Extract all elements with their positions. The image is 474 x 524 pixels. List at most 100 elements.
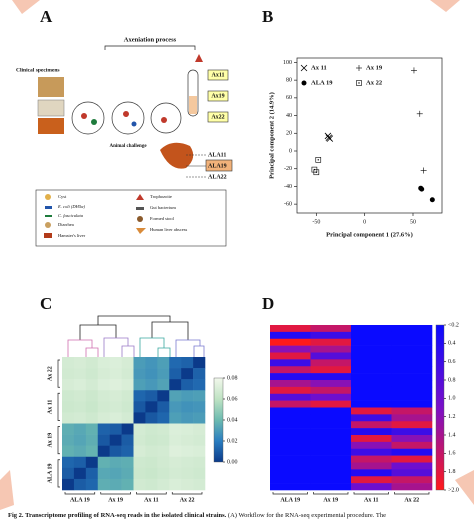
heatmap-cell	[73, 412, 87, 424]
box	[205, 159, 233, 172]
marker	[300, 64, 308, 72]
heatmap-cell	[391, 400, 433, 408]
heatmap-cell	[270, 448, 311, 456]
heatmap-cell	[121, 467, 134, 480]
legend-icon	[136, 207, 144, 210]
heatmap-cell	[97, 456, 110, 469]
group-bracket	[136, 492, 167, 495]
heatmap-cell	[270, 386, 311, 395]
dendrogram-branch	[175, 339, 205, 357]
heatmap-cell	[133, 445, 146, 458]
colorbar-label: 1.0	[448, 396, 456, 402]
heatmap-cell	[391, 455, 433, 463]
heatmap-cell	[109, 412, 122, 424]
x-tick-label: -50	[312, 219, 320, 225]
heatmap-cell	[157, 445, 170, 458]
heatmap-cell	[270, 393, 311, 401]
heatmap-cell	[193, 467, 206, 480]
heatmap-cell	[169, 379, 182, 391]
heatmap-cell	[157, 412, 170, 424]
heatmap-cell	[62, 368, 75, 380]
heatmap-cell	[109, 467, 122, 480]
challenge-label: Animal challenge	[109, 144, 147, 149]
heatmap-cell	[73, 401, 87, 413]
cell	[131, 121, 137, 127]
heatmap-cell	[270, 338, 311, 346]
heatmap-cell	[270, 428, 311, 436]
tube-content	[189, 96, 197, 114]
heatmap-cell	[351, 469, 392, 477]
heatmap-cell	[157, 478, 170, 491]
heatmap-cell	[310, 380, 352, 388]
group-bracket	[57, 426, 60, 455]
workflow: Axeniation process Clinical specimens Ax…	[16, 36, 233, 247]
heatmap-cell	[97, 467, 110, 480]
legend-icon	[45, 215, 52, 217]
colorbar-label: 0.04	[227, 417, 238, 423]
legend-label: ALA 19	[311, 79, 333, 86]
marker-dot	[317, 159, 319, 161]
heatmap-cell	[109, 379, 122, 391]
cell	[91, 119, 97, 125]
heatmap-cell	[310, 359, 352, 367]
bracket	[104, 45, 196, 50]
dendrogram	[67, 315, 205, 357]
heatmap-cell	[310, 325, 352, 333]
heatmap-cell	[193, 357, 206, 369]
heatmap-cell	[85, 423, 99, 435]
heatmap-cell	[121, 379, 134, 391]
box	[207, 69, 229, 81]
heatmap-cell	[157, 401, 170, 413]
heatmap-cell	[351, 345, 392, 353]
legend-label: Ax 11	[311, 64, 327, 71]
heatmap-cell	[133, 423, 146, 435]
heatmap-cell	[391, 359, 433, 367]
heatmap-cell	[351, 380, 392, 388]
heatmap-cell	[351, 400, 392, 408]
heatmap-cell	[270, 352, 311, 360]
heatmap-cell	[193, 412, 206, 424]
specimens-label: Clinical specimens	[16, 67, 60, 73]
heatmap-cell	[145, 401, 158, 413]
marker	[324, 132, 332, 140]
heatmap-cell	[193, 445, 206, 458]
heatmap-cell	[310, 441, 352, 450]
heatmap-cell	[391, 386, 433, 395]
plot-frame	[296, 57, 443, 214]
heatmap-cell	[133, 478, 146, 491]
heatmap-cell	[121, 478, 134, 491]
heatmap-cell	[351, 331, 392, 340]
heatmap-cell	[310, 455, 352, 463]
heatmap-cell	[270, 421, 311, 429]
heatmap-cell	[85, 379, 99, 391]
heatmap-cell	[391, 448, 433, 456]
legend-icon	[136, 228, 146, 234]
heatmap-cell	[73, 445, 87, 458]
y-tick-label: -60	[284, 202, 292, 208]
group-bracket	[57, 459, 60, 488]
heatmap-cell	[270, 476, 311, 484]
colorbar-label: 1.6	[448, 451, 456, 457]
heatmap-cell	[193, 434, 206, 446]
heatmap-cell	[391, 476, 433, 484]
group-bracket	[64, 492, 96, 495]
heatmap-cell	[85, 412, 99, 424]
y-group-label: Ax 19	[47, 433, 53, 448]
colorbar	[213, 377, 224, 463]
legend-label: E. coli (DH5α)	[57, 204, 85, 209]
abscess-label: ALA11	[208, 152, 226, 158]
dendrogram-branch	[79, 324, 117, 340]
strain-label: Ax22	[211, 114, 224, 120]
heatmap-cell	[169, 412, 182, 424]
heatmap-cell	[391, 428, 433, 436]
heatmap-cell	[145, 412, 158, 424]
heatmap-cell	[73, 456, 87, 469]
legend-icon	[137, 216, 143, 222]
colorbar-label: 0.02	[227, 438, 238, 444]
x-group-label: Ax 22	[404, 497, 419, 503]
heatmap-cell	[121, 434, 134, 446]
heatmap-cell	[391, 331, 433, 340]
heatmap-cell	[121, 412, 134, 424]
heatmap-cell	[145, 456, 158, 469]
heatmap-cell	[310, 469, 352, 477]
